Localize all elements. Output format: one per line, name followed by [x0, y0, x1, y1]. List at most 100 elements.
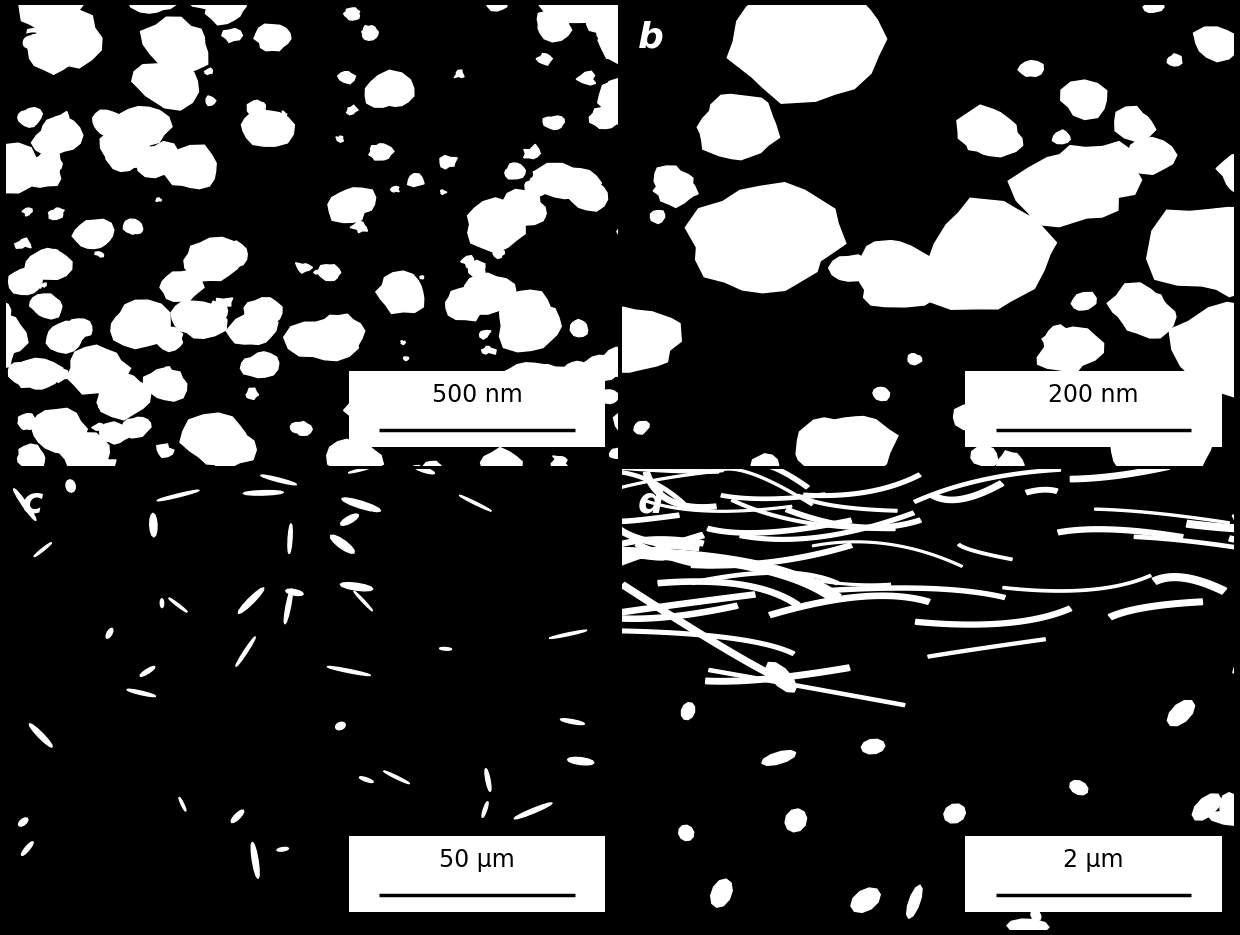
- Polygon shape: [99, 422, 129, 444]
- Polygon shape: [0, 261, 4, 286]
- Polygon shape: [856, 240, 942, 307]
- Polygon shape: [851, 888, 880, 913]
- Polygon shape: [653, 166, 698, 208]
- Polygon shape: [494, 250, 505, 258]
- Polygon shape: [589, 105, 618, 128]
- FancyBboxPatch shape: [965, 371, 1221, 447]
- Polygon shape: [376, 271, 424, 313]
- Polygon shape: [238, 588, 264, 613]
- Polygon shape: [122, 417, 151, 438]
- Polygon shape: [231, 810, 244, 823]
- Polygon shape: [1210, 324, 1240, 373]
- Polygon shape: [707, 518, 852, 535]
- Polygon shape: [440, 155, 458, 169]
- Polygon shape: [347, 106, 358, 115]
- Polygon shape: [284, 589, 293, 624]
- Polygon shape: [505, 163, 526, 179]
- Polygon shape: [740, 511, 915, 541]
- Polygon shape: [538, 0, 609, 22]
- Polygon shape: [828, 255, 873, 281]
- Polygon shape: [22, 208, 32, 216]
- Polygon shape: [440, 190, 446, 194]
- Polygon shape: [563, 461, 719, 473]
- Polygon shape: [769, 593, 930, 617]
- Polygon shape: [0, 336, 14, 369]
- Polygon shape: [498, 363, 549, 396]
- Polygon shape: [568, 757, 594, 765]
- Polygon shape: [109, 472, 136, 492]
- Polygon shape: [405, 466, 433, 485]
- Polygon shape: [30, 724, 52, 747]
- Polygon shape: [414, 466, 434, 474]
- Text: a: a: [21, 21, 46, 55]
- Polygon shape: [203, 426, 257, 463]
- Polygon shape: [327, 439, 383, 475]
- Polygon shape: [459, 496, 491, 511]
- Polygon shape: [720, 493, 826, 500]
- Polygon shape: [9, 267, 42, 295]
- Polygon shape: [60, 431, 109, 470]
- Polygon shape: [621, 513, 680, 524]
- Polygon shape: [525, 178, 548, 195]
- Polygon shape: [1208, 812, 1240, 826]
- Polygon shape: [1060, 80, 1107, 120]
- Polygon shape: [236, 637, 255, 667]
- Polygon shape: [1135, 535, 1240, 550]
- Polygon shape: [482, 801, 489, 817]
- Polygon shape: [785, 508, 921, 529]
- Text: c: c: [21, 485, 43, 520]
- Polygon shape: [1149, 299, 1163, 309]
- Polygon shape: [575, 469, 723, 503]
- Polygon shape: [567, 178, 608, 211]
- Polygon shape: [244, 298, 281, 329]
- Polygon shape: [598, 533, 704, 573]
- Polygon shape: [971, 446, 997, 468]
- Polygon shape: [420, 276, 424, 279]
- Polygon shape: [908, 353, 921, 365]
- Polygon shape: [19, 413, 37, 429]
- Polygon shape: [179, 798, 186, 812]
- Polygon shape: [140, 17, 207, 72]
- Polygon shape: [606, 469, 686, 505]
- Polygon shape: [624, 259, 666, 285]
- Polygon shape: [327, 667, 371, 676]
- Polygon shape: [560, 719, 584, 725]
- Polygon shape: [467, 260, 485, 278]
- Polygon shape: [31, 360, 46, 372]
- Polygon shape: [587, 5, 626, 32]
- Polygon shape: [290, 422, 312, 436]
- Polygon shape: [1030, 911, 1040, 921]
- FancyBboxPatch shape: [348, 371, 605, 447]
- Polygon shape: [609, 0, 651, 24]
- Polygon shape: [523, 144, 541, 159]
- Polygon shape: [10, 358, 63, 389]
- Polygon shape: [439, 647, 451, 650]
- Polygon shape: [1163, 891, 1177, 905]
- Polygon shape: [577, 71, 595, 85]
- Polygon shape: [155, 327, 182, 352]
- Polygon shape: [146, 305, 151, 308]
- Polygon shape: [797, 495, 897, 512]
- Polygon shape: [280, 111, 286, 117]
- Polygon shape: [562, 362, 591, 382]
- Polygon shape: [560, 308, 681, 372]
- FancyBboxPatch shape: [965, 836, 1221, 912]
- Polygon shape: [440, 386, 510, 433]
- Polygon shape: [97, 373, 150, 420]
- Polygon shape: [92, 424, 107, 431]
- Polygon shape: [481, 347, 496, 354]
- Polygon shape: [247, 100, 265, 115]
- Polygon shape: [93, 110, 122, 137]
- Polygon shape: [706, 665, 851, 684]
- Polygon shape: [717, 468, 812, 506]
- Polygon shape: [1185, 209, 1240, 262]
- Polygon shape: [107, 628, 113, 639]
- Polygon shape: [651, 210, 665, 223]
- Polygon shape: [160, 598, 164, 608]
- Polygon shape: [206, 0, 247, 25]
- Text: d: d: [637, 485, 663, 520]
- Polygon shape: [480, 330, 491, 339]
- Polygon shape: [552, 459, 567, 471]
- Polygon shape: [1025, 487, 1058, 495]
- Polygon shape: [48, 209, 64, 220]
